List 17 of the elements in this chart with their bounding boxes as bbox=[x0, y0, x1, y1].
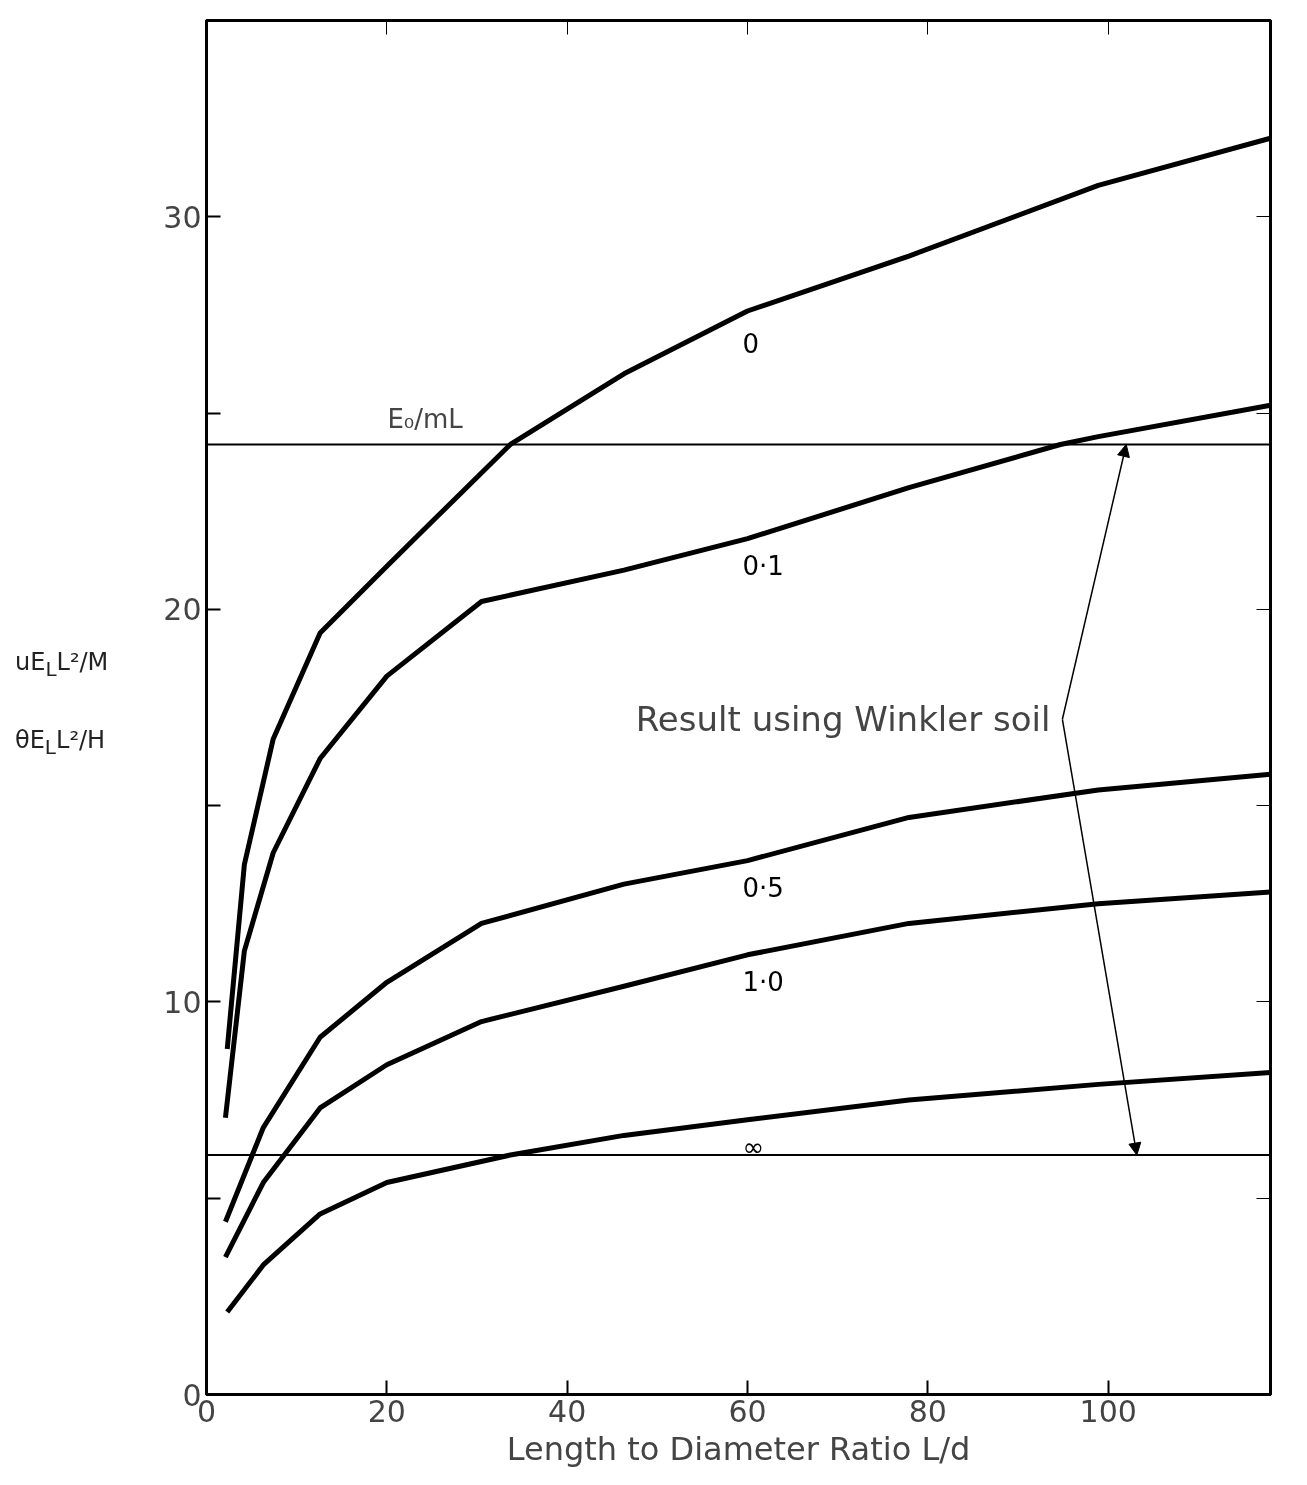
annotation: Result using Winkler soil bbox=[635, 699, 1051, 740]
y-tick-label: 30 bbox=[163, 199, 202, 235]
y-tick-label: 20 bbox=[163, 592, 202, 628]
series-label: 1·0 bbox=[742, 966, 784, 997]
x-tick-label: 20 bbox=[367, 1393, 406, 1429]
x-tick-label: 60 bbox=[728, 1393, 767, 1429]
x-axis-title: Length to Diameter Ratio L/d bbox=[506, 1429, 971, 1468]
x-tick-label: 40 bbox=[548, 1393, 587, 1429]
series-label: 0·1 bbox=[742, 550, 784, 581]
series-label: ∞ bbox=[742, 1131, 765, 1162]
x-tick-label: 80 bbox=[908, 1393, 947, 1429]
series-label: 0·5 bbox=[742, 872, 784, 903]
y-tick-label: 10 bbox=[163, 984, 202, 1020]
series-label: 0 bbox=[742, 329, 760, 359]
x-tick-label: 100 bbox=[1079, 1393, 1137, 1429]
text: uE$_{L}$L²/M θE$_{L}$L²/H bbox=[15, 648, 109, 760]
legend-title: E₀/mL bbox=[387, 404, 464, 435]
